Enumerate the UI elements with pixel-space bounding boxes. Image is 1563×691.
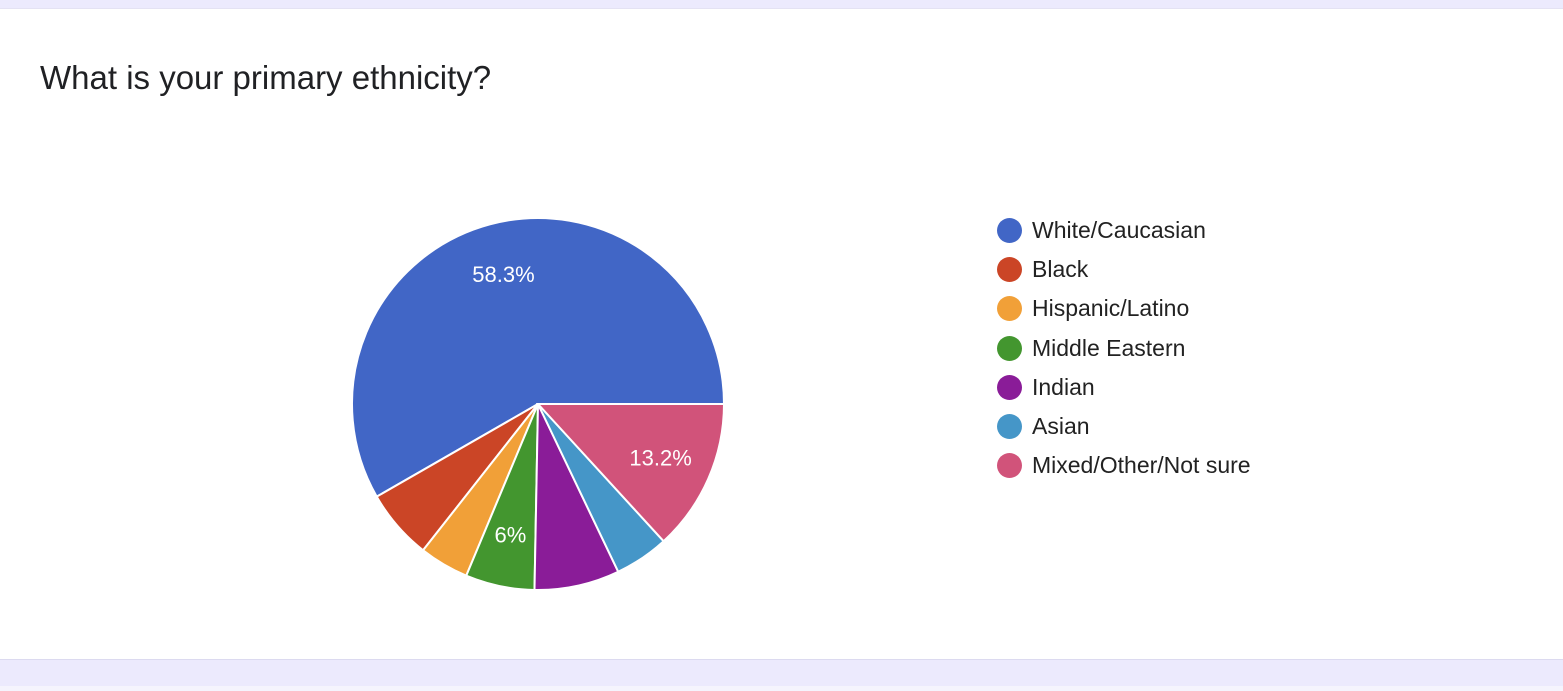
legend-label: Indian bbox=[1032, 373, 1095, 400]
legend-label: Mixed/Other/Not sure bbox=[1032, 452, 1251, 479]
legend-label: Black bbox=[1032, 256, 1089, 283]
pie-slice-white-caucasian[interactable] bbox=[351, 217, 726, 499]
legend-swatch bbox=[997, 453, 1022, 479]
legend-item-white-caucasian[interactable]: White/Caucasian bbox=[997, 211, 1251, 250]
pie-slice-mixed-other-not-sure[interactable] bbox=[535, 403, 726, 543]
pie-label-middle-eastern: 6% bbox=[495, 523, 527, 548]
legend-item-mixed-other-not-sure[interactable]: Mixed/Other/Not sure bbox=[997, 446, 1251, 485]
legend-label: White/Caucasian bbox=[1032, 217, 1206, 244]
legend-item-indian[interactable]: Indian bbox=[997, 368, 1251, 407]
question-title: What is your primary ethnicity? bbox=[40, 59, 492, 96]
legend-label: Middle Eastern bbox=[1032, 334, 1186, 361]
question-card: What is your primary ethnicity? bbox=[0, 8, 1563, 660]
legend-swatch bbox=[997, 335, 1022, 361]
legend-swatch bbox=[997, 296, 1022, 322]
pie-label-mixed-other-not-sure: 13.2% bbox=[629, 446, 691, 471]
legend-label: Asian bbox=[1032, 413, 1090, 440]
legend-item-middle-eastern[interactable]: Middle Eastern bbox=[997, 329, 1251, 368]
legend-item-black[interactable]: Black bbox=[997, 250, 1251, 289]
legend-label: Hispanic/Latino bbox=[1032, 295, 1190, 322]
pie-label-white-caucasian: 58.3% bbox=[472, 262, 534, 287]
legend-item-hispanic-latino[interactable]: Hispanic/Latino bbox=[997, 289, 1251, 328]
legend-swatch bbox=[997, 257, 1022, 283]
legend-item-asian[interactable]: Asian bbox=[997, 407, 1251, 446]
chart-legend: White/Caucasian Black Hispanic/Latino Middl… bbox=[997, 211, 1251, 485]
legend-swatch bbox=[997, 414, 1022, 440]
bottom-strip bbox=[0, 686, 1563, 691]
legend-swatch bbox=[997, 374, 1022, 400]
legend-swatch bbox=[997, 218, 1022, 244]
